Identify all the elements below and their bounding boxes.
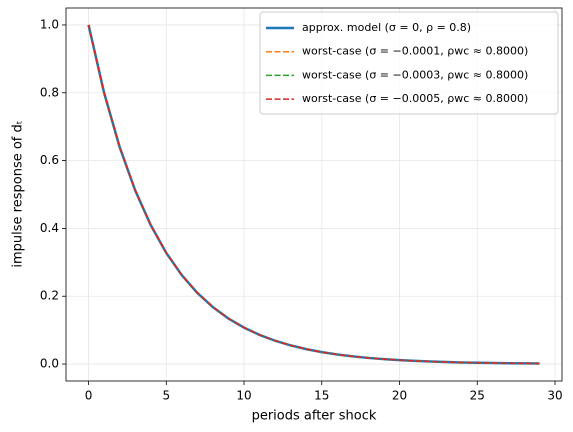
x-tick-label: 5 (162, 389, 170, 403)
x-tick-label: 15 (314, 389, 329, 403)
x-axis-label: periods after shock (252, 409, 377, 424)
legend-box (259, 11, 559, 115)
legend-label: worst-case (σ = −0.0001, ρwc ≈ 0.8000) (302, 45, 528, 58)
y-tick-label: 0.2 (40, 289, 59, 303)
y-axis-label: impulse response of dₜ (11, 120, 26, 267)
x-tick-label: 30 (547, 389, 562, 403)
series-line (87, 24, 540, 365)
x-tick-label: 25 (470, 389, 485, 403)
x-tick-label: 20 (392, 389, 407, 403)
y-tick-label: 0.0 (40, 357, 59, 371)
legend-label: worst-case (σ = −0.0005, ρwc ≈ 0.8000) (302, 92, 528, 105)
y-tick-label: 0.4 (40, 221, 59, 235)
y-tick-label: 0.8 (40, 85, 59, 99)
y-tick-label: 0.6 (40, 153, 59, 167)
legend-label: worst-case (σ = −0.0003, ρwc ≈ 0.8000) (302, 68, 528, 81)
legend-label: approx. model (σ = 0, ρ = 0.8) (302, 21, 471, 34)
y-tick-label: 1.0 (40, 17, 59, 31)
legend: approx. model (σ = 0, ρ = 0.8) worst-case… (259, 11, 559, 115)
x-tick-label: 10 (236, 389, 251, 403)
x-tick-label: 0 (85, 389, 93, 403)
plot-frame (65, 7, 563, 382)
